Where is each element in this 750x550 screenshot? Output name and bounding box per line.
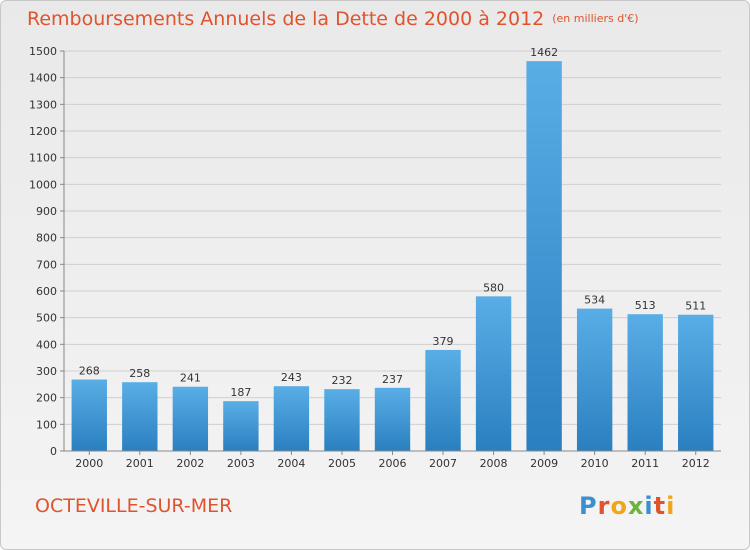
bar-value-label-2005: 232 xyxy=(331,374,352,387)
bar-value-label-2001: 258 xyxy=(129,367,150,380)
bar-value-label-2010: 534 xyxy=(584,294,605,307)
y-tick-label: 800 xyxy=(36,232,57,245)
x-tick-label-2000: 2000 xyxy=(75,457,103,470)
bars xyxy=(71,61,714,452)
bar-2008 xyxy=(475,296,512,451)
bar-value-label-2009: 1462 xyxy=(530,46,558,59)
y-tick-label: 1000 xyxy=(29,178,57,191)
y-axis: 0 100 200 300 400 500 600 700 800 900 1000 1100 1200… xyxy=(29,45,65,458)
chart-unit: (en milliers d'€) xyxy=(552,12,639,25)
bar-2004 xyxy=(273,386,310,451)
bar-2005 xyxy=(324,389,360,451)
y-tick-label: 300 xyxy=(36,365,57,378)
y-tick-label: 1300 xyxy=(29,98,57,111)
y-tick-label: 900 xyxy=(36,205,57,218)
bar-2012 xyxy=(678,314,714,451)
bar-2000 xyxy=(71,379,107,451)
bar-2001 xyxy=(122,382,158,451)
chart-title: Remboursements Annuels de la Dette de 20… xyxy=(27,8,639,30)
bar-value-label-2004: 243 xyxy=(281,371,302,384)
y-tick-label: 1100 xyxy=(29,152,57,165)
x-tick-label-2007: 2007 xyxy=(429,457,457,470)
bar-2011 xyxy=(627,314,663,451)
bar-value-label-2002: 241 xyxy=(180,372,201,385)
bar-value-label-2012: 511 xyxy=(685,300,706,313)
y-tick-label: 400 xyxy=(36,338,57,351)
bar-2010 xyxy=(576,308,613,451)
bar-value-label-2006: 237 xyxy=(382,373,403,386)
x-tick-label-2006: 2006 xyxy=(379,457,407,470)
bar-2009 xyxy=(526,61,562,452)
bar-value-label-2007: 379 xyxy=(433,335,454,348)
x-tick-label-2008: 2008 xyxy=(480,457,508,470)
proxiti-logo: Proxiti xyxy=(579,492,676,520)
y-tick-label: 1200 xyxy=(29,125,57,138)
y-tick-label: 200 xyxy=(36,392,57,405)
bar-value-label-2008: 580 xyxy=(483,281,504,294)
y-tick-label: 100 xyxy=(36,418,57,431)
bar-value-label-2011: 513 xyxy=(635,299,656,312)
y-tick-label: 700 xyxy=(36,258,57,271)
x-tick-label-2009: 2009 xyxy=(530,457,558,470)
x-tick-label-2011: 2011 xyxy=(631,457,659,470)
chart-title-text: Remboursements Annuels de la Dette de 20… xyxy=(27,8,545,30)
x-tick-label-2010: 2010 xyxy=(581,457,609,470)
bar-2003 xyxy=(223,401,259,451)
data-labels: 268 258 241 187 243 232 237 379 580 1462 534 513 511 xyxy=(79,46,706,399)
bar-value-label-2000: 268 xyxy=(79,365,100,378)
bar-2006 xyxy=(374,387,411,451)
x-tick-label-2004: 2004 xyxy=(277,457,305,470)
x-tick-label-2005: 2005 xyxy=(328,457,356,470)
y-tick-label: 500 xyxy=(36,312,57,325)
y-tick-label: 1400 xyxy=(29,72,57,85)
y-tick-label: 1500 xyxy=(29,45,57,58)
x-axis: 2000 2001 2002 2003 2004 2005 2006 2007 2008 2009… xyxy=(64,450,721,470)
x-tick-label-2002: 2002 xyxy=(176,457,204,470)
x-tick-label-2003: 2003 xyxy=(227,457,255,470)
bar-2002 xyxy=(172,386,209,451)
bar-value-label-2003: 187 xyxy=(230,386,251,399)
bar-2007 xyxy=(425,349,461,451)
y-tick-label: 0 xyxy=(50,445,57,458)
city-name: OCTEVILLE-SUR-MER xyxy=(35,495,233,517)
x-tick-label-2001: 2001 xyxy=(126,457,154,470)
y-tick-label: 600 xyxy=(36,285,57,298)
x-tick-label-2012: 2012 xyxy=(682,457,710,470)
